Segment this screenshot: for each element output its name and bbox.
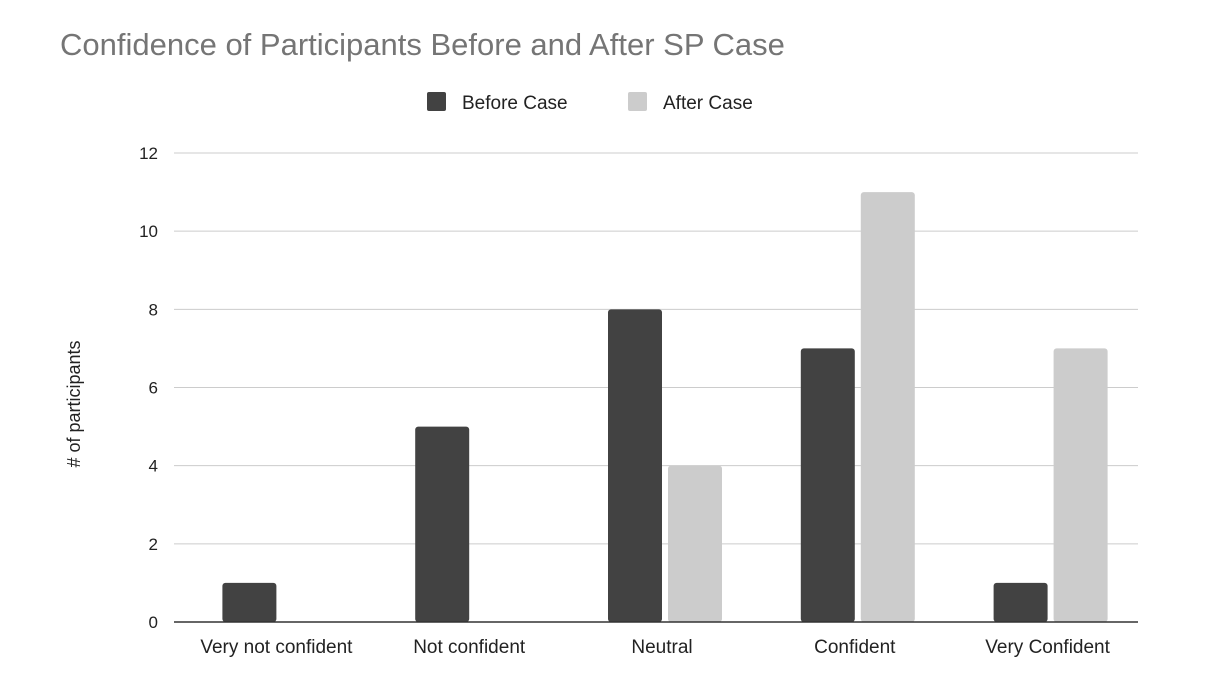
bar-after-case [668, 465, 722, 622]
x-category-label: Not confident [413, 637, 526, 658]
y-tick-label: 4 [149, 457, 158, 476]
bar-after-case [860, 192, 915, 623]
x-category-label: Very Confident [985, 637, 1110, 658]
legend: Before Case After Case [427, 92, 753, 114]
legend-swatch-after-case [628, 92, 647, 111]
legend-label-before-case: Before Case [462, 93, 568, 114]
y-tick-label: 10 [139, 222, 158, 241]
x-category-label: Confident [814, 637, 896, 658]
bar-before-case [415, 426, 470, 622]
bar-before-case [608, 309, 662, 622]
y-axis-ticks: 0 2 4 6 8 10 12 [139, 144, 158, 632]
y-axis-label: # of participants [64, 340, 84, 467]
y-tick-label: 12 [139, 144, 158, 163]
x-category-label: Very not confident [200, 637, 353, 658]
chart-title: Confidence of Participants Before and Af… [60, 27, 785, 62]
y-tick-label: 0 [149, 613, 158, 632]
bar-before-case [222, 582, 277, 622]
bars [222, 192, 1108, 623]
x-axis-categories: Very not confident Not confident Neutral Co… [200, 637, 1110, 658]
bar-before-case [800, 348, 855, 622]
y-tick-label: 8 [149, 300, 158, 319]
x-category-label: Neutral [631, 637, 692, 658]
legend-swatch-before-case [427, 92, 446, 111]
y-tick-label: 6 [149, 379, 158, 398]
y-tick-label: 2 [149, 535, 158, 554]
bar-before-case [993, 582, 1048, 622]
legend-label-after-case: After Case [663, 93, 753, 114]
bar-after-case [1053, 348, 1108, 622]
